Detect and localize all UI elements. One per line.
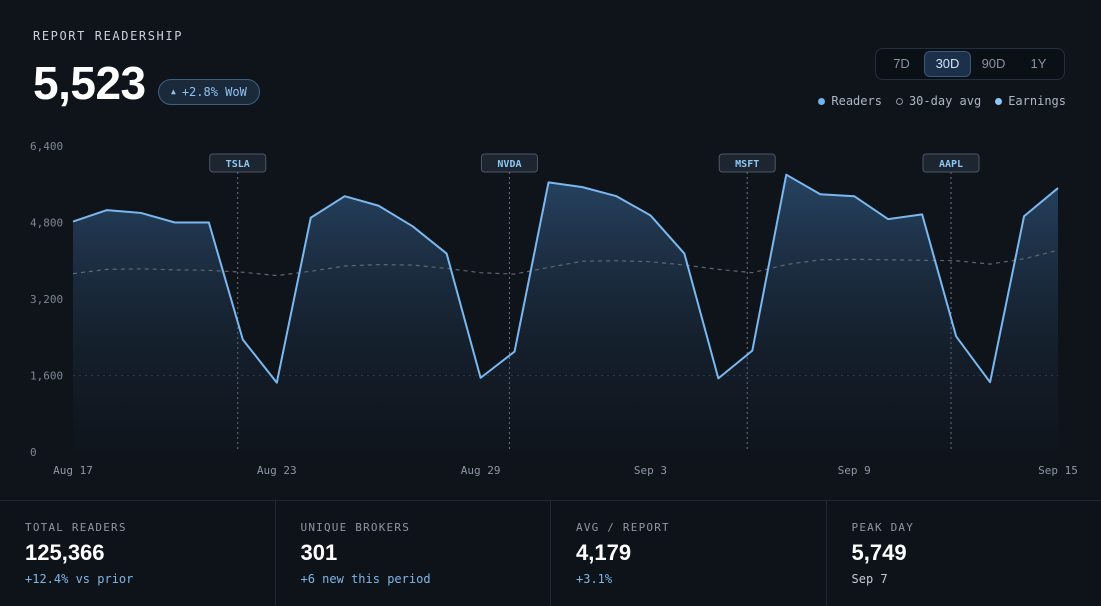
y-tick-label: 3,200 xyxy=(30,293,63,306)
readership-total: 5,523 xyxy=(33,56,146,110)
chart-legend: Readers 30-day avg Earnings xyxy=(818,94,1066,108)
y-tick-label: 6,400 xyxy=(30,140,63,153)
readership-chart: 0 1,600 3,200 4,800 6,400 Aug 17 Aug 23 Aug 29 S… xyxy=(0,130,1101,480)
range-30d-button[interactable]: 30D xyxy=(924,51,971,77)
x-tick-label: Sep 9 xyxy=(838,464,871,477)
legend-avg-label: 30-day avg xyxy=(909,94,981,108)
range-1y-button[interactable]: 1Y xyxy=(1016,51,1061,77)
x-tick-label: Aug 29 xyxy=(461,464,501,477)
legend-earnings[interactable]: Earnings xyxy=(995,94,1066,108)
stat-value: 125,366 xyxy=(25,540,275,566)
up-arrow-icon: ▲ xyxy=(171,80,176,104)
x-tick-label: Aug 17 xyxy=(53,464,93,477)
legend-readers[interactable]: Readers xyxy=(818,94,882,108)
stat-peak-day: PEAK DAY 5,749 Sep 7 xyxy=(827,501,1101,606)
x-tick-label: Sep 3 xyxy=(634,464,667,477)
event-label: MSFT xyxy=(735,159,759,170)
stat-value: 5,749 xyxy=(852,540,1101,566)
event-label: NVDA xyxy=(497,159,521,170)
range-7d-button[interactable]: 7D xyxy=(879,51,924,77)
y-tick-label: 1,600 xyxy=(30,370,63,383)
stat-sub: +3.1% xyxy=(576,572,826,586)
event-label: AAPL xyxy=(939,159,963,170)
stat-avg-report: AVG / REPORT 4,179 +3.1% xyxy=(551,501,827,606)
readers-dot-icon xyxy=(818,98,825,105)
stat-label: AVG / REPORT xyxy=(576,521,826,534)
stat-label: UNIQUE BROKERS xyxy=(301,521,551,534)
stat-value: 301 xyxy=(301,540,551,566)
stats-bar: TOTAL READERS 125,366 +12.4% vs prior UN… xyxy=(0,500,1101,606)
stat-value: 4,179 xyxy=(576,540,826,566)
wow-change-text: +2.8% WoW xyxy=(182,80,247,104)
y-tick-label: 4,800 xyxy=(30,217,63,230)
range-selector: 7D 30D 90D 1Y xyxy=(875,48,1065,80)
earnings-dot-icon xyxy=(995,98,1002,105)
chart-title: REPORT READERSHIP xyxy=(33,29,183,43)
avg-ring-icon xyxy=(896,98,903,105)
legend-avg[interactable]: 30-day avg xyxy=(896,94,981,108)
wow-change-badge: ▲ +2.8% WoW xyxy=(158,79,260,105)
x-tick-label: Aug 23 xyxy=(257,464,297,477)
stat-sub: +12.4% vs prior xyxy=(25,572,275,586)
legend-earnings-label: Earnings xyxy=(1008,94,1066,108)
legend-readers-label: Readers xyxy=(831,94,882,108)
event-label: TSLA xyxy=(226,159,250,170)
stat-label: PEAK DAY xyxy=(852,521,1101,534)
y-tick-label: 0 xyxy=(30,446,37,459)
stat-total-readers: TOTAL READERS 125,366 +12.4% vs prior xyxy=(0,501,276,606)
x-tick-label: Sep 15 xyxy=(1038,464,1078,477)
stat-sub: Sep 7 xyxy=(852,572,1101,586)
stat-label: TOTAL READERS xyxy=(25,521,275,534)
range-90d-button[interactable]: 90D xyxy=(971,51,1016,77)
stat-unique-brokers: UNIQUE BROKERS 301 +6 new this period xyxy=(276,501,552,606)
stat-sub: +6 new this period xyxy=(301,572,551,586)
